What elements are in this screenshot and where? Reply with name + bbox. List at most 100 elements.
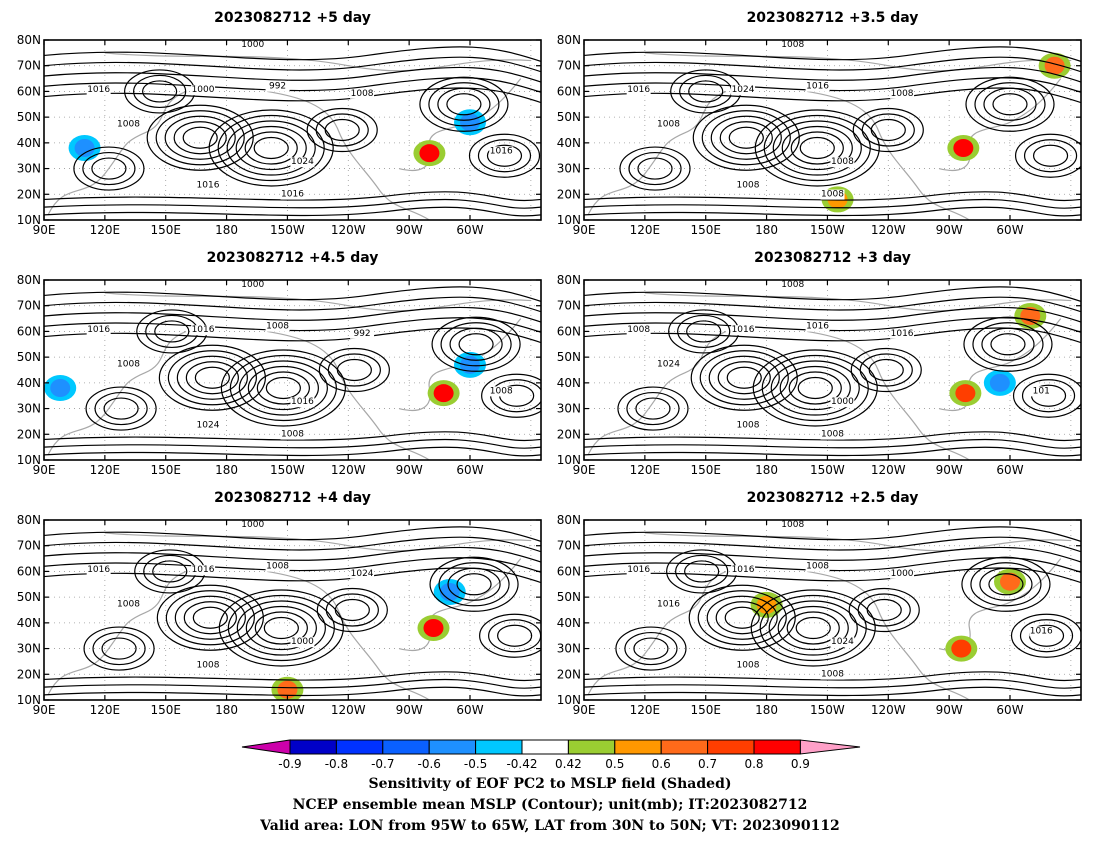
panel-title: 2023082712 +4.5 day: [207, 250, 379, 266]
contour-label-bg: [86, 565, 111, 576]
contour-label: 1024: [732, 85, 755, 95]
map-panel: 1000 1008 1016 1016 1024 1008 1000 1008 20230827…: [17, 490, 542, 717]
lat-tick-label: 70N: [557, 299, 581, 313]
caption-shading: Sensitivity of EOF PC2 to MSLP field (Sh…: [368, 776, 732, 792]
contour-label: 1008: [821, 430, 844, 440]
caption-valid-area: Valid area: LON from 95W to 65W, LAT fro…: [260, 818, 840, 834]
contour-label: 1008: [891, 89, 914, 99]
sensitivity-shading: [433, 384, 454, 403]
contour-label: 1016: [732, 325, 755, 335]
coastlines: [587, 52, 1071, 220]
colorbar-tick-label: -0.5: [464, 757, 487, 771]
contour-label-bg: [656, 359, 681, 370]
lat-tick-label: 80N: [557, 513, 581, 527]
lat-tick-label: 60N: [17, 84, 41, 98]
map-panel: 1000 992 1016 1000 1008 1008 1024 1016 1016 1016 2…: [17, 10, 542, 237]
lat-tick-label: 80N: [17, 33, 41, 47]
contour-label: 1016: [627, 565, 650, 575]
sensitivity-shading: [460, 113, 480, 132]
colorbar-segment: [521, 739, 569, 755]
sensitivity-shading: [419, 144, 440, 163]
contour-label-bg: [830, 637, 855, 648]
contour-label: 1000: [891, 569, 914, 579]
sensitivity-shading: [951, 639, 972, 658]
lon-tick-label: 180: [755, 703, 778, 717]
lon-tick-label: 150E: [150, 223, 181, 237]
colorbar-tick-label: 0.6: [652, 757, 671, 771]
mslp-contours: [44, 46, 541, 217]
contour-label: 1000: [831, 397, 854, 407]
lat-tick-label: 30N: [557, 162, 581, 176]
contour-label: 1008: [117, 119, 140, 129]
contour-label: 1008: [737, 661, 760, 671]
map-frame: [583, 39, 1082, 221]
contour-label-bg: [265, 561, 290, 572]
contour-label: 1008: [831, 157, 854, 167]
contour-label-bg: [890, 88, 915, 99]
map-frame: [583, 519, 1082, 701]
contour-label: 1008: [821, 670, 844, 680]
lon-tick-label: 180: [755, 463, 778, 477]
contour-label-bg: [890, 328, 915, 339]
lon-tick-label: 120E: [90, 223, 121, 237]
contour-label: 1016: [627, 85, 650, 95]
lat-tick-label: 80N: [557, 33, 581, 47]
lat-tick-label: 50N: [17, 590, 41, 604]
contour-label-bg: [626, 565, 651, 576]
contour-label: 1008: [657, 119, 680, 129]
contour-label: 1008: [781, 40, 804, 50]
lat-tick-label: 20N: [17, 667, 41, 681]
lon-tick-label: 90E: [33, 463, 56, 477]
lat-tick-label: 80N: [17, 273, 41, 287]
lon-tick-label: 120W: [871, 463, 906, 477]
lon-tick-label: 60W: [456, 223, 483, 237]
contour-label: 1008: [806, 562, 829, 572]
lon-tick-label: 90W: [936, 703, 963, 717]
contour-label: 1008: [197, 661, 220, 671]
contour-label-bg: [191, 325, 216, 336]
sensitivity-shading: [955, 384, 976, 403]
contour-label: 1016: [197, 181, 220, 191]
contour-label-bg: [265, 81, 290, 92]
contour-label-bg: [805, 321, 830, 332]
contour-label-bg: [196, 660, 221, 671]
lat-tick-label: 70N: [557, 539, 581, 553]
contour-label-bg: [780, 280, 805, 291]
contour-label: 1024: [831, 637, 854, 647]
contour-label: 1016: [806, 322, 829, 332]
contour-label-bg: [116, 119, 141, 130]
lon-tick-label: 120W: [871, 703, 906, 717]
lat-tick-label: 60N: [557, 84, 581, 98]
contour-label-bg: [290, 637, 315, 648]
contour-label: 1000: [241, 40, 264, 50]
contour-label-bg: [116, 359, 141, 370]
lon-tick-label: 90E: [573, 223, 596, 237]
lat-tick-label: 40N: [557, 376, 581, 390]
colorbar-tick-label: 0.42: [555, 757, 582, 771]
colorbar-tick-label: 0.9: [791, 757, 810, 771]
lat-tick-label: 50N: [17, 350, 41, 364]
contour-label-bg: [116, 599, 141, 610]
colorbar-tick-label: -0.6: [417, 757, 440, 771]
lon-tick-label: 180: [215, 703, 238, 717]
lat-tick-label: 10N: [557, 693, 581, 707]
lon-tick-label: 120E: [630, 223, 661, 237]
contour-label-bg: [1029, 626, 1054, 637]
contour-label-bg: [820, 189, 845, 200]
contour-label-bg: [731, 85, 756, 96]
contour-label-bg: [731, 325, 756, 336]
contour-label: 1016: [192, 565, 215, 575]
lon-tick-label: 120W: [331, 463, 366, 477]
contour-label-bg: [196, 420, 221, 431]
contour-label-bg: [890, 568, 915, 579]
map-figure: 1000 992 1016 1000 1008 1008 1024 1016 1016 1016 2…: [17, 10, 1082, 717]
panel-title: 2023082712 +4 day: [214, 490, 371, 506]
lon-tick-label: 60W: [456, 703, 483, 717]
lon-tick-label: 180: [215, 223, 238, 237]
panel-title: 2023082712 +3.5 day: [747, 10, 919, 26]
map-panel: 1008 1008 1016 1016 1000 1016 1024 1008 1008 1016…: [557, 490, 1082, 717]
lat-tick-label: 70N: [557, 59, 581, 73]
lon-tick-label: 60W: [996, 223, 1023, 237]
sensitivity-shading: [1000, 572, 1020, 591]
coastlines: [587, 292, 1071, 460]
